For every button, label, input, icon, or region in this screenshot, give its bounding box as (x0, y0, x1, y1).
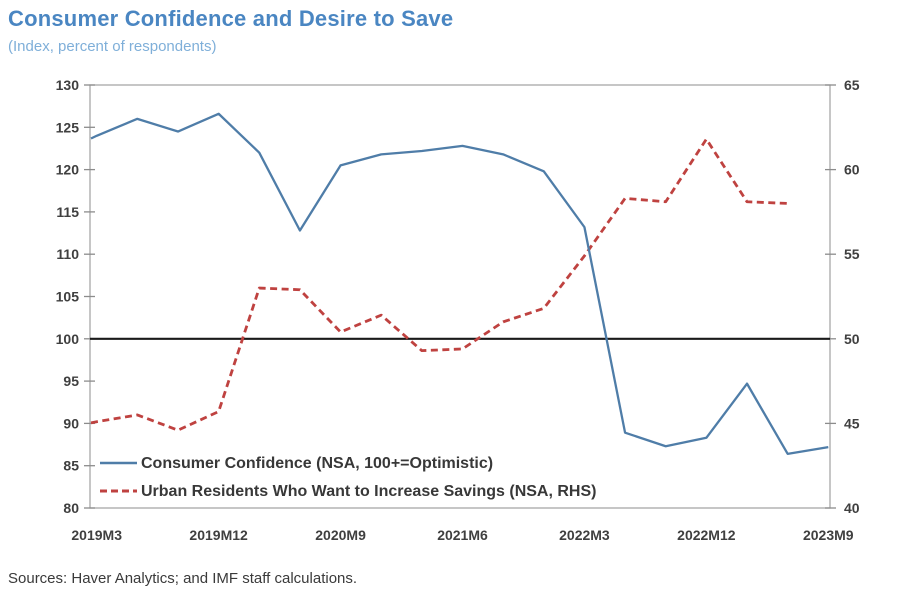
y-right-tick-label: 45 (844, 415, 860, 431)
x-tick-label: 2019M3 (71, 527, 122, 543)
chart-title: Consumer Confidence and Desire to Save (8, 6, 454, 31)
y-right-tick-label: 65 (844, 77, 860, 93)
legend-label-savings: Urban Residents Who Want to Increase Sav… (141, 483, 596, 500)
plot-area (89, 84, 831, 509)
legend: Consumer Confidence (NSA, 100+=Optimisti… (100, 455, 596, 500)
y-left-tick-label: 105 (56, 289, 80, 305)
x-tick-label: 2022M12 (677, 527, 736, 543)
y-right-tick-label: 40 (844, 500, 860, 516)
y-left-tick-label: 120 (56, 162, 80, 178)
savings-line (90, 137, 788, 432)
y-left-tick-label: 130 (56, 77, 80, 93)
x-tick-label: 2021M6 (437, 527, 488, 543)
y-right-tick-label: 55 (844, 246, 860, 262)
sources-note: Sources: Haver Analytics; and IMF staff … (8, 570, 358, 587)
y-axis-right: 65 60 55 50 45 40 (825, 77, 860, 516)
legend-label-confidence: Consumer Confidence (NSA, 100+=Optimisti… (141, 455, 493, 472)
y-right-tick-label: 50 (844, 331, 860, 347)
x-axis: 2019M3 2019M12 2020M9 2021M6 2022M3 2022M12 20… (71, 527, 853, 543)
y-right-tick-label: 60 (844, 162, 860, 178)
y-left-tick-label: 115 (56, 204, 79, 220)
y-axis-left: 130 125 120 115 110 105 100 95 90 85 80 (56, 77, 95, 516)
chart-subtitle: (Index, percent of respondents) (8, 38, 217, 55)
y-left-tick-label: 100 (56, 331, 80, 347)
y-left-tick-label: 95 (63, 373, 79, 389)
x-tick-label: 2019M12 (189, 527, 248, 543)
y-left-tick-label: 80 (63, 500, 79, 516)
y-left-tick-label: 110 (56, 246, 79, 262)
y-left-tick-label: 90 (63, 415, 79, 431)
y-left-tick-label: 125 (56, 119, 80, 135)
x-tick-label: 2022M3 (559, 527, 610, 543)
consumer-confidence-line (90, 112, 829, 456)
x-tick-label: 2023M9 (803, 527, 854, 543)
x-tick-label: 2020M9 (315, 527, 366, 543)
y-left-tick-label: 85 (63, 458, 79, 474)
